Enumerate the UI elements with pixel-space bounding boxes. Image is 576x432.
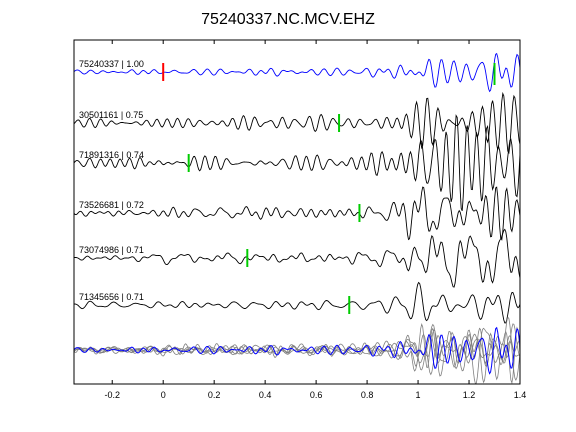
x-tick-label-4: 0.6 xyxy=(310,390,323,400)
axes-frame xyxy=(73,39,521,385)
x-tick-label-2: 0.2 xyxy=(208,390,221,400)
trace-label-3: 71891316 | 0.74 xyxy=(79,150,144,160)
x-tick-label-1: 0 xyxy=(161,390,166,400)
plot-area: 75240337 | 1.00 30501161 | 0.75 71891316 |… xyxy=(73,52,521,385)
trace-line-3 xyxy=(73,114,521,211)
trace-label-6: 71345656 | 0.71 xyxy=(79,292,144,302)
x-tick-label-8: 1.4 xyxy=(514,390,527,400)
trace-line-4 xyxy=(73,186,521,241)
trace-line-2 xyxy=(73,91,521,155)
trace-label-5: 73074986 | 0.71 xyxy=(79,245,144,255)
trace-label-1: 75240337 | 1.00 xyxy=(79,59,144,69)
x-tick-label-3: 0.4 xyxy=(259,390,272,400)
x-tick-label-6: 1 xyxy=(416,390,421,400)
x-tick-label-7: 1.2 xyxy=(463,390,476,400)
trace-line-5 xyxy=(74,228,521,288)
x-axis: -0.2 0 0.2 0.4 0.6 0.8 1 1.2 1.4 xyxy=(104,40,526,400)
overlay-trace-5 xyxy=(73,323,521,377)
x-tick-label-0: -0.2 xyxy=(104,390,120,400)
trace-label-4: 73526681 | 0.72 xyxy=(79,200,144,210)
overlay-reference-trace xyxy=(73,326,521,375)
chart-title: 75240337.NC.MCV.EHZ xyxy=(201,11,375,28)
x-tick-label-5: 0.8 xyxy=(361,390,374,400)
trace-label-2: 30501161 | 0.75 xyxy=(79,110,143,120)
trace-line-6 xyxy=(73,281,521,324)
trace-line-1 xyxy=(73,52,521,93)
